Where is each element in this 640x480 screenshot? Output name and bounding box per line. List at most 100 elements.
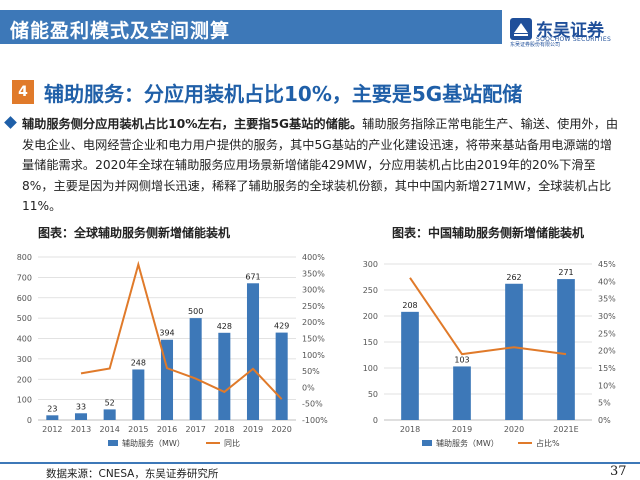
y2-tick-label: -50% [302, 400, 323, 409]
x-tick-label: 2016 [157, 425, 177, 434]
bar-2018 [401, 311, 419, 420]
y2-tick-label: 150% [302, 335, 325, 344]
y-tick-label: 250 [363, 286, 378, 295]
bar-2012 [46, 415, 59, 420]
bar-2021E [557, 279, 575, 420]
bar-value-label: 208 [402, 301, 417, 310]
chart-china-aux-storage: 0 50 100 150 200 250 300 0% 5% 10% 15% 20% 25% 30% 35%… [363, 260, 616, 448]
bar-2017 [189, 318, 202, 420]
x-tick-label: 2018 [214, 425, 234, 434]
y2-tick-label: 20% [598, 347, 616, 356]
bar-2020 [505, 283, 523, 420]
bar-value-label: 262 [506, 273, 521, 282]
legend-line-label: 同比 [224, 438, 240, 448]
bar-value-label: 103 [454, 355, 469, 364]
y2-tick-label: 40% [598, 277, 616, 286]
x-tick-label: 2012 [42, 425, 62, 434]
chart-title-global: 图表：全球辅助服务侧新增储能装机 [38, 226, 231, 240]
legend-bar-label: 辅助服务（MW） [436, 438, 499, 448]
y-tick-label: 50 [368, 390, 378, 399]
line-series-占比% [409, 277, 567, 356]
legend-bar-swatch [108, 440, 118, 446]
logo-mark-icon [510, 18, 532, 40]
y2-tick-label: 400% [302, 253, 325, 262]
section-heading-text: 辅助服务：分应用装机占比10%，主要是5G基站配储 [44, 82, 523, 106]
y2-tick-label: 45% [598, 260, 616, 269]
x-tick-label: 2013 [71, 425, 91, 434]
bar-value-label: 428 [217, 322, 232, 331]
bar-2019 [453, 366, 471, 420]
y2-tick-label: 100% [302, 351, 325, 360]
y2-tick-label: 250% [302, 302, 325, 311]
y-tick-label: 200 [17, 375, 32, 384]
x-tick-label: 2017 [185, 425, 205, 434]
page-title: 储能盈利模式及空间测算 [10, 20, 231, 42]
bar-value-label: 271 [558, 268, 573, 277]
y2-tick-label: 10% [598, 381, 616, 390]
bar-2020 [275, 332, 288, 420]
y2-tick-label: 0% [598, 416, 611, 425]
x-tick-label: 2020 [271, 425, 291, 434]
y2-tick-label: 5% [598, 399, 611, 408]
y-tick-label: 100 [17, 396, 32, 405]
chart-global-aux-storage: 0 100 200 300 400 500 600 700 800 -100% -50% 0% 50% 1… [17, 253, 328, 448]
chart-title-china: 图表：中国辅助服务侧新增储能装机 [392, 226, 585, 240]
x-tick-label: 2021E [553, 425, 578, 434]
top-bar: 储能盈利模式及空间测算 东吴证券 SOOCHOW SECURITIES 东吴证券… [0, 0, 640, 56]
legend-line-label: 占比% [536, 438, 560, 448]
diamond-bullet-icon [4, 116, 17, 129]
bar-value-label: 248 [131, 358, 146, 367]
y-tick-label: 0 [373, 416, 378, 425]
x-tick-label: 2020 [504, 425, 524, 434]
bar-2015 [132, 369, 145, 420]
paragraph-lead: 辅助服务侧分应用装机占比10%左右，主要指5G基站的储能。 [22, 117, 363, 131]
bar-2018 [218, 332, 231, 420]
y2-tick-label: 25% [598, 329, 616, 338]
bar-value-label: 52 [105, 398, 115, 407]
x-tick-label: 2019 [452, 425, 472, 434]
bar-2019 [246, 283, 260, 420]
bar-value-label: 429 [274, 322, 289, 331]
y-tick-label: 200 [363, 312, 378, 321]
line-series-同比 [80, 260, 283, 400]
footer: 数据来源：CNESA，东吴证券研究所 37 [0, 462, 640, 480]
y-tick-label: 300 [17, 355, 32, 364]
legend-bar-label: 辅助服务（MW） [122, 438, 185, 448]
footer-divider [0, 462, 640, 464]
y-tick-label: 400 [17, 335, 32, 344]
y-tick-label: 500 [17, 314, 32, 323]
bar-value-label: 500 [188, 307, 203, 316]
legend-bar-swatch [422, 440, 432, 446]
page-number: 37 [610, 464, 627, 479]
title-band: 储能盈利模式及空间测算 [0, 10, 502, 44]
y2-tick-label: 15% [598, 364, 616, 373]
x-tick-label: 2019 [243, 425, 263, 434]
y2-tick-label: -100% [302, 416, 328, 425]
logo-english: SOOCHOW SECURITIES [536, 36, 612, 43]
y2-tick-label: 200% [302, 318, 325, 327]
y-tick-label: 150 [363, 338, 378, 347]
y2-tick-label: 350% [302, 269, 325, 278]
y-tick-label: 600 [17, 294, 32, 303]
y-tick-label: 0 [27, 416, 32, 425]
brand-logo: 东吴证券 SOOCHOW SECURITIES 东吴证券股份有限公司 [506, 14, 636, 48]
y-tick-label: 100 [363, 364, 378, 373]
bar-2013 [74, 413, 88, 420]
y2-tick-label: 30% [598, 312, 616, 321]
y2-tick-label: 0% [302, 383, 315, 392]
section-number: 4 [12, 80, 34, 104]
y2-tick-label: 300% [302, 286, 325, 295]
x-tick-label: 2018 [400, 425, 420, 434]
logo-name: 东吴证券 [536, 21, 604, 41]
body-paragraph: 辅助服务侧分应用装机占比10%左右，主要指5G基站的储能。辅助服务指除正常电能生… [4, 114, 622, 217]
bar-value-label: 23 [47, 404, 57, 413]
y-tick-label: 300 [363, 260, 378, 269]
data-source: 数据来源：CNESA，东吴证券研究所 [46, 468, 219, 480]
logo-subtitle: 东吴证券股份有限公司 [510, 42, 561, 48]
bar-2014 [103, 409, 116, 420]
paragraph-body: 辅助服务指除正常电能生产、输送、使用外，由发电企业、电网经营企业和电力用户提供的… [22, 117, 619, 213]
bar-value-label: 33 [76, 402, 86, 411]
y2-tick-label: 50% [302, 367, 320, 376]
bar-value-label: 394 [159, 329, 174, 338]
y-tick-label: 700 [17, 273, 32, 282]
